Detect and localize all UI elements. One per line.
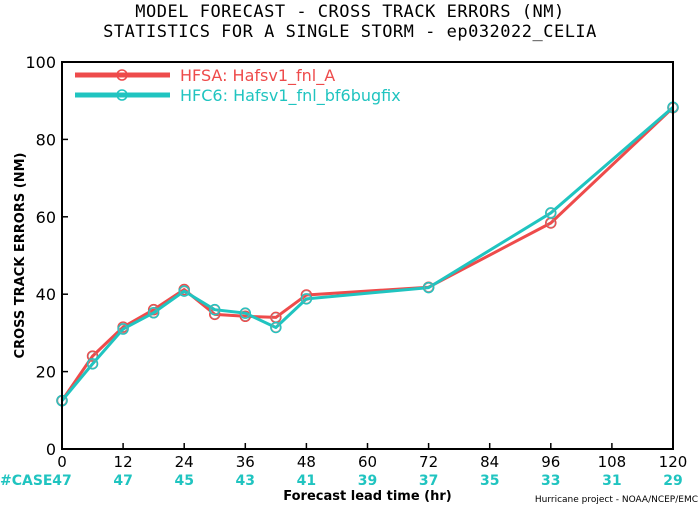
- x-tick-label: 96: [541, 453, 560, 471]
- case-count: 39: [358, 473, 377, 489]
- x-tick-label: 108: [598, 453, 627, 471]
- data-point-series-2: [209, 303, 221, 316]
- y-axis-label: CROSS TRACK ERRORS (NM): [13, 153, 28, 359]
- x-tick-label: 84: [480, 453, 499, 471]
- legend-marker-2: [116, 89, 128, 101]
- x-tick-label: 120: [659, 453, 688, 471]
- data-point-ring: [271, 322, 281, 332]
- x-tick-label: 12: [114, 453, 133, 471]
- data-point-ring: [149, 308, 159, 318]
- data-point-ring: [179, 286, 189, 296]
- x-axis-label: Forecast lead time (hr): [283, 489, 451, 504]
- y-tick-label: 40: [36, 285, 56, 304]
- legend-marker-1: [116, 69, 128, 81]
- x-tick-label: 48: [297, 453, 316, 471]
- data-point-series-2: [239, 307, 252, 319]
- y-tick-label: 0: [46, 440, 56, 459]
- plot-frame: [61, 61, 674, 450]
- case-count: 47: [113, 473, 132, 489]
- data-point-series-2: [117, 323, 129, 335]
- x-tick-label: 60: [358, 453, 377, 471]
- credit-text: Hurricane project - NOAA/NCEP/EMC: [535, 495, 698, 505]
- case-count: 37: [419, 473, 438, 489]
- case-count: 33: [541, 473, 560, 489]
- x-tick-label: 36: [236, 453, 255, 471]
- legend-label-1: HFSA: Hafsv1_fnl_A: [180, 66, 335, 86]
- data-point-series-2: [545, 207, 557, 219]
- case-count: 41: [297, 473, 316, 489]
- data-point-ring: [210, 305, 220, 315]
- data-point-ring: [118, 324, 128, 334]
- data-point-series-2: [86, 358, 99, 370]
- data-point-series-2: [422, 281, 435, 294]
- data-point-ring: [88, 359, 98, 369]
- y-tick-label: 60: [36, 208, 56, 227]
- data-point-ring: [546, 218, 556, 228]
- legend-label-2: HFC6: Hafsv1_fnl_bf6bugfix: [180, 86, 401, 106]
- case-count: 43: [236, 473, 255, 489]
- data-point-ring: [240, 308, 250, 318]
- case-count: 47: [52, 473, 71, 489]
- data-point-ring: [88, 351, 98, 361]
- series-line-1: [60, 106, 675, 402]
- data-point-ring: [271, 312, 281, 322]
- x-tick-label: 24: [175, 453, 194, 471]
- data-point-ring: [424, 283, 434, 293]
- data-point-series-2: [300, 293, 313, 305]
- case-row-label: #CASE: [0, 473, 53, 489]
- case-count: 45: [174, 473, 193, 489]
- y-tick-label: 20: [36, 363, 56, 382]
- data-point-series-2: [270, 321, 282, 334]
- x-tick-label: 0: [57, 453, 67, 471]
- data-point-ring: [546, 208, 556, 218]
- data-point-ring: [301, 294, 311, 304]
- case-count: 29: [663, 473, 682, 489]
- data-point-series-2: [147, 307, 160, 319]
- case-count: 31: [602, 473, 621, 489]
- series-line-2: [60, 106, 674, 402]
- x-tick-label: 72: [419, 453, 438, 471]
- chart-title-line1: MODEL FORECAST - CROSS TRACK ERRORS (NM): [135, 2, 565, 22]
- y-tick-label: 80: [36, 130, 56, 149]
- y-tick-label: 100: [25, 53, 56, 72]
- data-point-series-2: [178, 285, 190, 297]
- chart-title-line2: STATISTICS FOR A SINGLE STORM - ep032022…: [103, 22, 597, 42]
- case-count: 35: [480, 473, 499, 489]
